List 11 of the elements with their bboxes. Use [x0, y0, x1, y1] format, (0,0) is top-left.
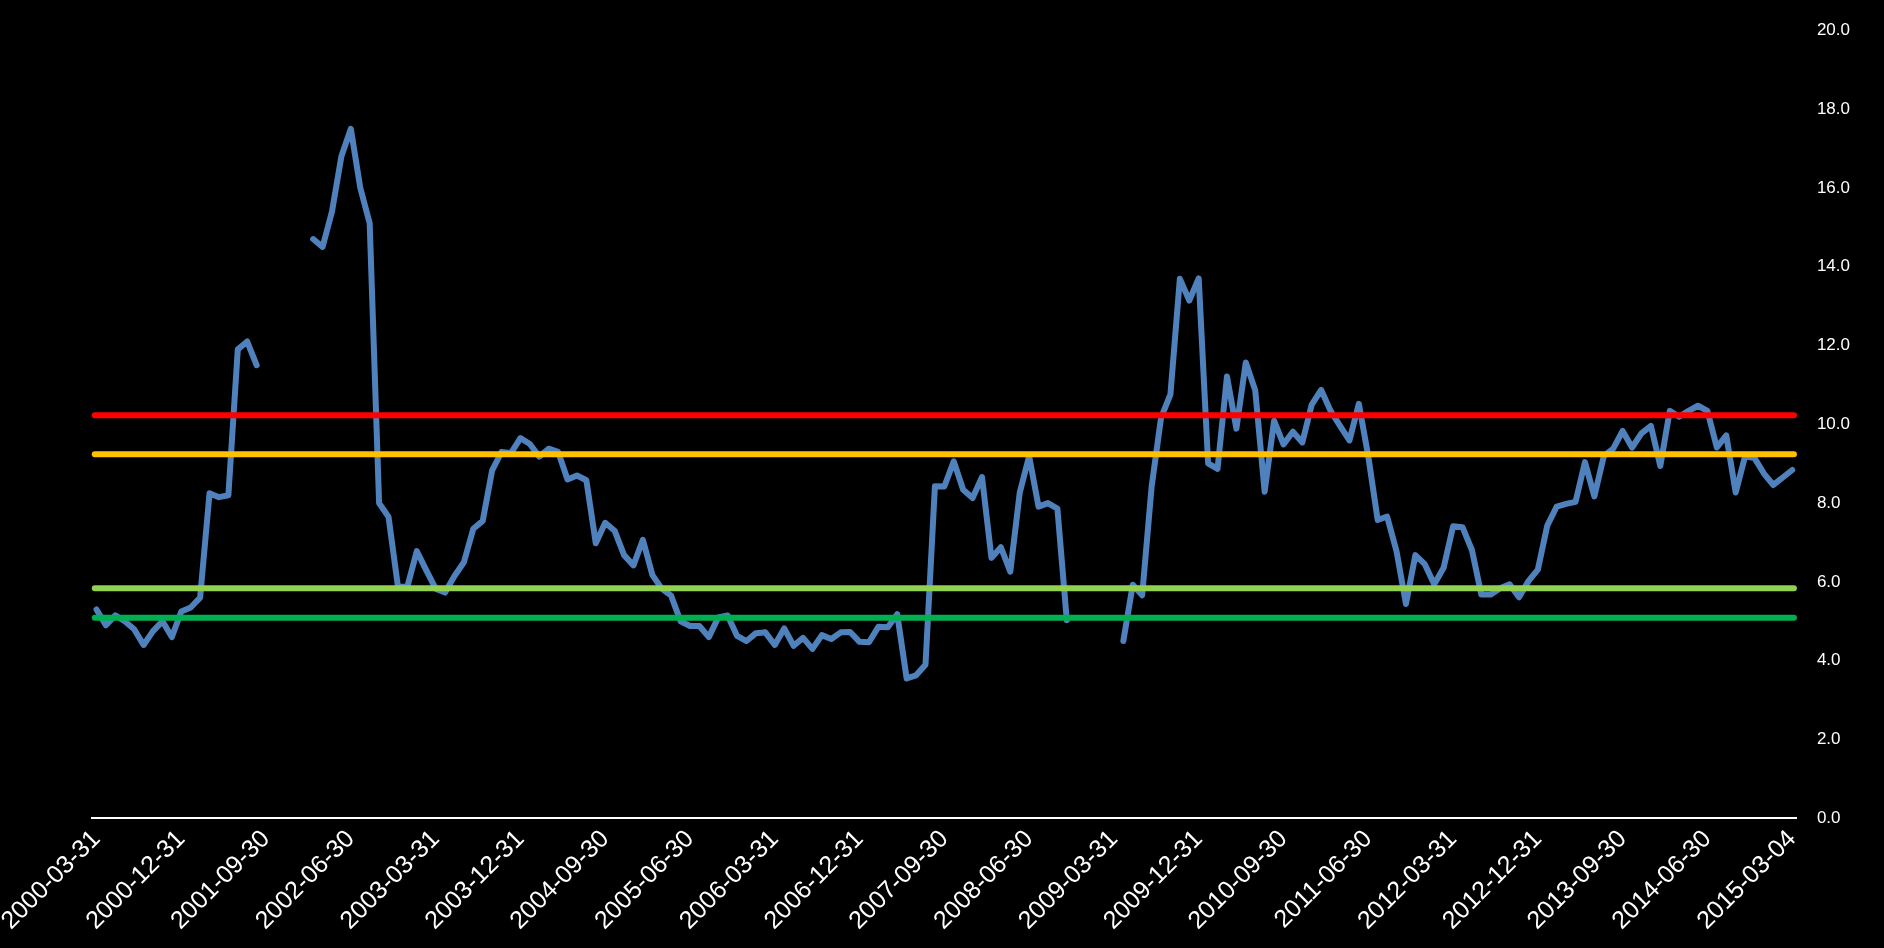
y-tick-label: 8.0 — [1816, 492, 1841, 512]
y-tick-label: 12.0 — [1816, 335, 1851, 355]
y-tick-label: 2.0 — [1816, 729, 1841, 749]
y-tick-label: 0.0 — [1816, 808, 1841, 828]
y-tick-label: 18.0 — [1816, 98, 1851, 118]
y-tick-label: 16.0 — [1816, 177, 1851, 197]
y-tick-label: 20.0 — [1816, 19, 1851, 39]
y-tick-label: 14.0 — [1816, 256, 1851, 276]
y-tick-label: 6.0 — [1816, 571, 1841, 591]
y-tick-label: 4.0 — [1816, 650, 1841, 670]
y-tick-label: 10.0 — [1816, 413, 1851, 433]
